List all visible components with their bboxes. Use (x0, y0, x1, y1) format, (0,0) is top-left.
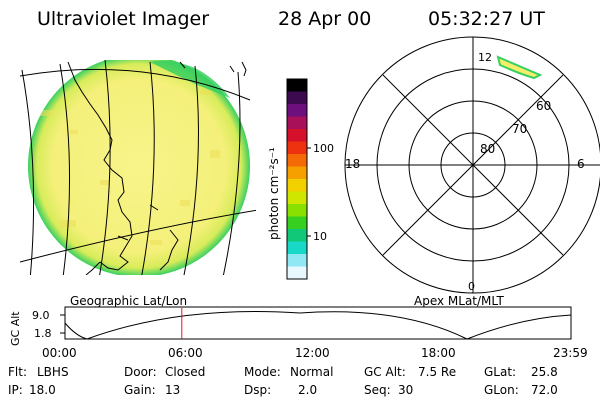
colorbar-segment (287, 241, 307, 255)
mlat-label-60: 60 (536, 99, 551, 113)
colorbar-segment (287, 216, 307, 230)
colorbar-segment (287, 191, 307, 205)
glon-value: 72.0 (531, 383, 558, 397)
gcalt-label: GC Alt: (364, 365, 406, 379)
time-tick-0000: 00:00 (42, 346, 77, 360)
glat-value: 25.8 (531, 365, 558, 379)
colorbar: 100 10 photon cm⁻²s⁻¹ (267, 78, 334, 280)
glat-label: GLat: (484, 365, 516, 379)
colorbar-segment (287, 129, 307, 143)
parallels (20, 68, 256, 263)
seq-value: 30 (398, 383, 413, 397)
geographic-caption: Geographic Lat/Lon (70, 294, 187, 308)
gain-value: 13 (165, 383, 180, 397)
gcalt-value: 7.5 Re (418, 365, 456, 379)
time-tick-1800: 18:00 (421, 346, 456, 360)
mlat-label-70: 70 (512, 122, 527, 136)
colorbar-strip (287, 79, 307, 280)
colorbar-segment (287, 229, 307, 243)
colorbar-segment (287, 166, 307, 180)
mlt-label-0: 0 (468, 280, 475, 293)
door-label: Door: (124, 365, 157, 379)
coastlines (67, 61, 247, 275)
colorbar-segment (287, 204, 307, 218)
colorbar-segment (287, 179, 307, 193)
gain-label: Gain: (124, 383, 156, 397)
dsp-value: 2.0 (298, 383, 317, 397)
colorbar-segment (287, 79, 307, 93)
mode-value: Normal (290, 365, 333, 379)
dsp-label: Dsp: (244, 383, 271, 397)
dayglow-edge (150, 60, 230, 98)
mlt-label-18: 18 (345, 157, 360, 171)
date-label: 28 Apr 00 (278, 8, 371, 30)
door-value: Closed (165, 365, 205, 379)
colorbar-segment (287, 266, 307, 280)
seq-label: Seq: (364, 383, 391, 397)
colorbar-segment (287, 91, 307, 105)
colorbar-units: photon cm⁻²s⁻¹ (267, 147, 281, 240)
flt-value: LBHS (37, 365, 69, 379)
mlt-diagonal-b (382, 74, 564, 256)
colorbar-segment (287, 254, 307, 268)
mlt-label-12: 12 (478, 51, 492, 64)
auroral-emission (496, 55, 543, 80)
colorbar-tick-label-100: 100 (313, 142, 334, 155)
colorbar-border (286, 78, 308, 280)
altitude-curve (64, 310, 572, 340)
colorbar-segment (287, 154, 307, 168)
geographic-map (20, 60, 256, 275)
time-tick-0600: 06:00 (168, 346, 203, 360)
glon-label: GLon: (484, 383, 519, 397)
mode-label: Mode: (244, 365, 281, 379)
time-tick-1200: 12:00 (295, 346, 330, 360)
status-block: Flt: LBHS IP: 18.0 Door: Closed Gain: 13… (8, 365, 558, 397)
polar-grid: 80 70 60 12 0 18 6 (344, 36, 600, 294)
altitude-tick-9: 9.0 (32, 309, 50, 322)
colorbar-segment (287, 141, 307, 155)
mlt-label-6: 6 (577, 157, 585, 171)
time-tick-2359: 23:59 (553, 346, 588, 360)
flt-label: Flt: (8, 365, 27, 379)
colorbar-tick-label-10: 10 (313, 230, 327, 243)
apex-caption: Apex MLat/MLT (414, 294, 504, 308)
altitude-plot: GC Alt 9.0 1.8 00:00 06:00 12:00 18:00 2… (9, 306, 588, 360)
altitude-axis-label: GC Alt (9, 311, 22, 346)
altitude-tick-1.8: 1.8 (34, 327, 52, 340)
meridians (21, 60, 241, 275)
colorbar-segment (287, 116, 307, 130)
mlat-label-80: 80 (480, 142, 495, 156)
ip-value: 18.0 (29, 383, 56, 397)
colorbar-segment (287, 104, 307, 118)
time-label: 05:32:27 UT (428, 8, 545, 30)
ip-label: IP: (8, 383, 23, 397)
instrument-title: Ultraviolet Imager (37, 8, 209, 30)
